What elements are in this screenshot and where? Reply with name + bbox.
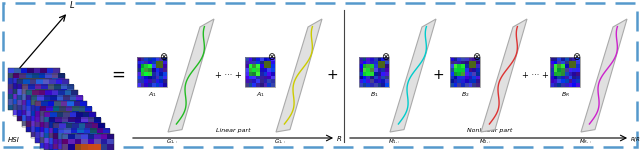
Text: $G_{1,:}$: $G_{1,:}$ <box>166 138 179 146</box>
Text: $A_1$: $A_1$ <box>255 90 264 99</box>
Text: ⊗: ⊗ <box>159 52 167 62</box>
Polygon shape <box>390 19 436 132</box>
Text: ·
·
·: · · · <box>41 79 43 97</box>
Text: $A_1$: $A_1$ <box>147 90 157 99</box>
Bar <box>17 79 69 121</box>
Bar <box>137 57 167 87</box>
Text: $M_{2,:}$: $M_{2,:}$ <box>479 138 492 146</box>
Bar <box>49 117 100 150</box>
Text: $G_{1,:}$: $G_{1,:}$ <box>274 138 286 146</box>
Bar <box>35 101 87 143</box>
Text: R(R+1)/2: R(R+1)/2 <box>631 136 640 141</box>
Text: HSI: HSI <box>8 137 20 143</box>
Bar <box>245 57 275 87</box>
Text: +: + <box>326 68 338 82</box>
Text: L: L <box>70 1 75 10</box>
Text: +: + <box>432 68 444 82</box>
Bar <box>22 84 74 126</box>
Text: $B_2$: $B_2$ <box>461 90 469 99</box>
Text: $M_{R,:}$: $M_{R,:}$ <box>579 138 592 146</box>
Text: + ··· +: + ··· + <box>214 70 241 80</box>
Bar <box>13 74 65 116</box>
Bar <box>53 123 105 150</box>
Bar <box>40 106 92 148</box>
Bar <box>62 134 114 150</box>
Bar <box>359 57 389 87</box>
Bar <box>44 112 96 150</box>
Bar <box>26 90 78 132</box>
Bar <box>58 129 109 150</box>
Polygon shape <box>168 19 214 132</box>
Bar <box>31 96 83 138</box>
Text: ⊗: ⊗ <box>381 52 389 62</box>
Text: ⊗: ⊗ <box>572 52 580 62</box>
Polygon shape <box>276 19 322 132</box>
Text: + ··· +: + ··· + <box>522 70 548 80</box>
Text: $B_1$: $B_1$ <box>370 90 378 99</box>
Text: Linear part: Linear part <box>216 128 250 133</box>
Text: Nonlinear part: Nonlinear part <box>467 128 513 133</box>
Text: $M_{1,:}$: $M_{1,:}$ <box>388 138 401 146</box>
Bar <box>550 57 580 87</box>
Polygon shape <box>481 19 527 132</box>
Text: ⊗: ⊗ <box>472 52 480 62</box>
Text: R: R <box>337 136 342 142</box>
Polygon shape <box>581 19 627 132</box>
Bar <box>450 57 480 87</box>
Text: ⊗: ⊗ <box>267 52 275 62</box>
Bar <box>8 68 60 110</box>
Text: $B_R$: $B_R$ <box>561 90 570 99</box>
Text: =: = <box>111 66 125 84</box>
